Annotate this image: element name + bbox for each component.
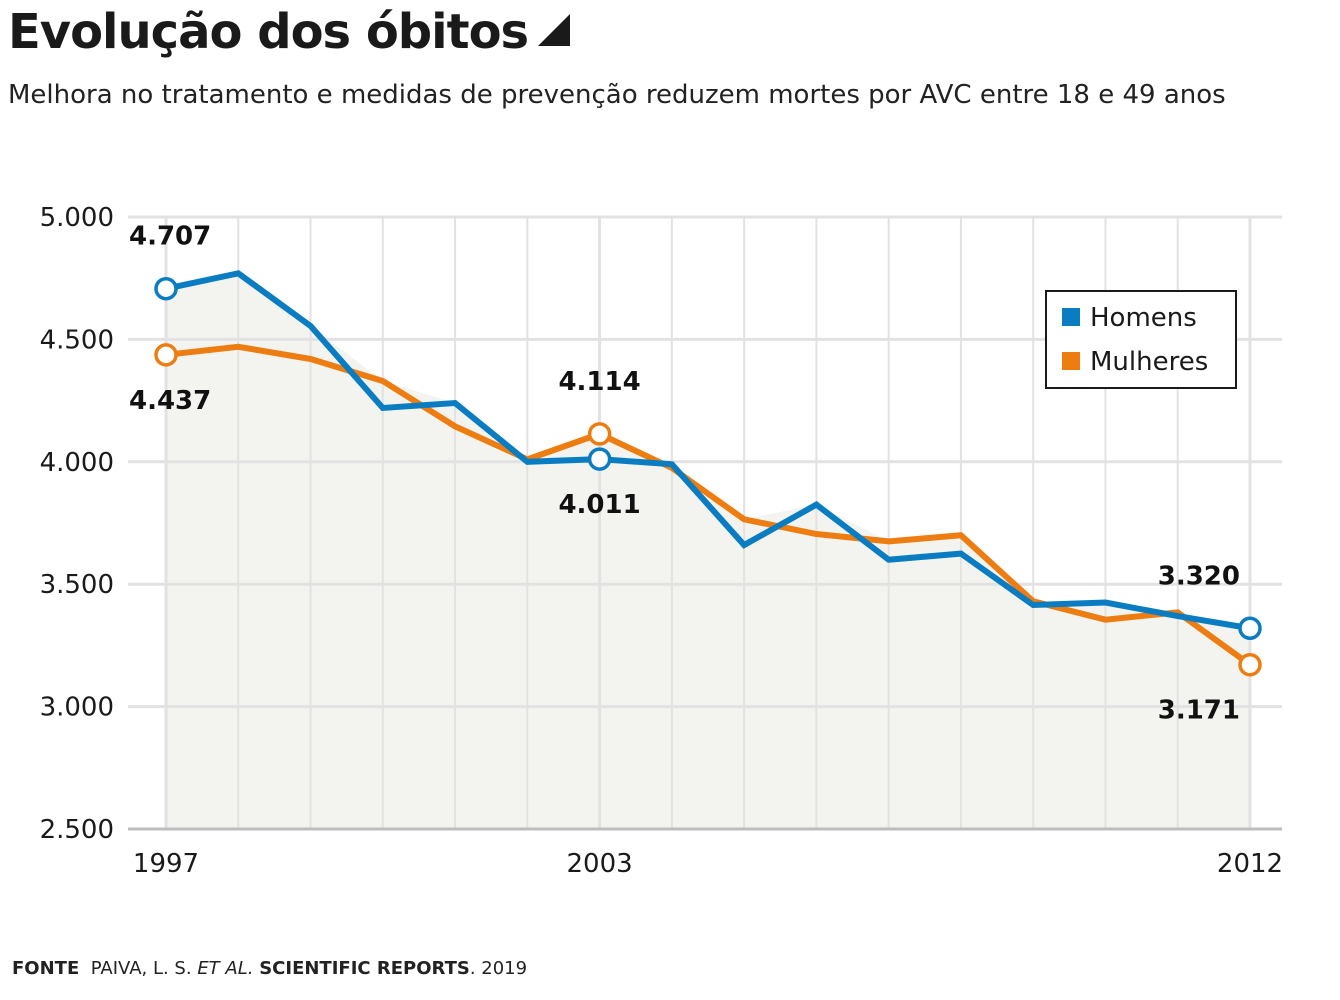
- data-point-marker-mulheres: [1238, 652, 1262, 677]
- legend-box: [1045, 290, 1237, 389]
- legend-swatch-mulheres: [1062, 352, 1080, 370]
- data-point-marker-mulheres: [587, 422, 612, 446]
- data-label-homens: 4.707: [129, 222, 211, 252]
- x-tick-label: 2012: [1217, 849, 1283, 879]
- source-year: . 2019: [469, 958, 528, 979]
- data-label-mulheres: 3.171: [1158, 696, 1240, 726]
- source-note: FONTE PAIVA, L. S. ET AL. SCIENTIFIC REP…: [12, 958, 527, 979]
- data-point-marker-homens: [1238, 616, 1262, 641]
- legend-label-homens: Homens: [1090, 303, 1197, 333]
- chart-title-text: Evolução dos óbitos: [8, 4, 529, 60]
- data-label-mulheres: 4.437: [129, 386, 211, 416]
- source-authors: PAIVA, L. S.: [90, 958, 192, 979]
- x-tick-label: 1997: [133, 849, 199, 879]
- line-chart: 2.500 3.000 3.500 4.000 4.500 5.000 1997 2003 20…: [40, 203, 1284, 879]
- y-tick-label: 4.000: [40, 448, 114, 478]
- data-point-marker-homens: [587, 447, 612, 471]
- x-tick-label: 2003: [567, 849, 633, 879]
- y-tick-label: 5.000: [40, 203, 114, 233]
- chart-subtitle: Melhora no tratamento e medidas de preve…: [8, 80, 1226, 110]
- legend-label-mulheres: Mulheres: [1090, 347, 1208, 377]
- source-label: FONTE: [12, 958, 80, 979]
- source-etal: ET AL.: [197, 958, 254, 979]
- y-tick-label: 2.500: [40, 815, 114, 845]
- source-journal: SCIENTIFIC REPORTS: [259, 958, 470, 979]
- data-label-mulheres: 4.114: [558, 367, 640, 397]
- y-tick-label: 3.500: [40, 570, 114, 600]
- data-label-homens: 4.011: [558, 490, 640, 520]
- triangle-icon: [538, 14, 571, 46]
- data-label-homens: 3.320: [1158, 561, 1240, 591]
- series-line-homens: [165, 270, 1251, 632]
- data-point-marker-mulheres: [154, 343, 178, 367]
- data-point-marker-homens: [154, 276, 178, 301]
- legend-swatch-homens: [1062, 308, 1080, 326]
- y-tick-label: 4.500: [40, 325, 114, 355]
- chart-title: Evolução dos óbitos: [8, 4, 571, 60]
- y-tick-label: 3.000: [40, 693, 114, 723]
